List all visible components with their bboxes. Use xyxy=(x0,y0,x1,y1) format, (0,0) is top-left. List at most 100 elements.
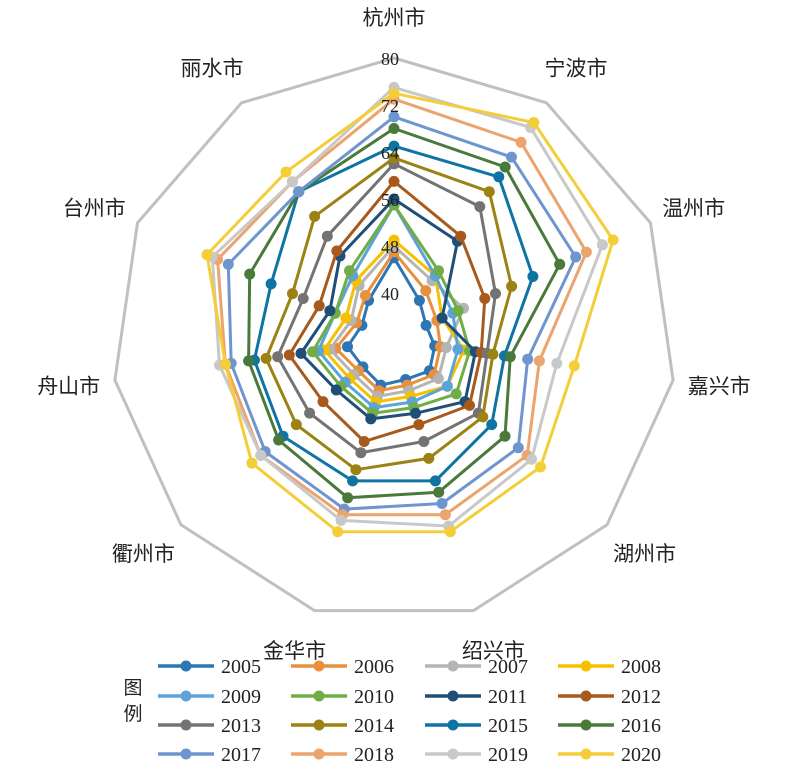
data-point-2012-9 xyxy=(313,300,325,312)
data-point-2010-4 xyxy=(450,388,462,400)
legend-marker-2011 xyxy=(447,690,459,702)
data-point-2018-5 xyxy=(439,509,451,521)
data-point-2014-2 xyxy=(506,280,518,292)
data-point-2008-0 xyxy=(388,234,400,246)
legend-item-2020: 2020 xyxy=(558,744,661,766)
data-point-2016-5 xyxy=(433,486,445,498)
data-point-2010-2 xyxy=(452,305,464,317)
data-point-2011-2 xyxy=(436,312,448,324)
legend-marker-2015 xyxy=(447,719,459,731)
data-point-2019-10 xyxy=(286,176,298,188)
data-point-2013-6 xyxy=(355,447,367,459)
series-2014 xyxy=(260,152,518,476)
data-point-2016-2 xyxy=(554,258,566,270)
data-point-2012-1 xyxy=(455,230,467,242)
data-point-2011-9 xyxy=(324,305,336,317)
legend-label-2011: 2011 xyxy=(488,686,527,708)
data-point-2016-0 xyxy=(388,123,400,134)
data-point-2012-0 xyxy=(388,175,400,187)
legend-marker-2014 xyxy=(313,719,325,731)
series-line-2010 xyxy=(311,203,472,415)
tick-label-56: 56 xyxy=(381,190,399,210)
data-point-2020-3 xyxy=(568,360,580,372)
legend-title: 图例 xyxy=(123,677,142,725)
data-point-2015-5 xyxy=(429,475,441,487)
data-point-2015-1 xyxy=(493,171,505,183)
data-point-2013-5 xyxy=(418,436,430,447)
data-point-2016-4 xyxy=(499,430,511,442)
legend-label-2019: 2019 xyxy=(488,744,528,766)
data-point-2017-2 xyxy=(570,251,582,263)
data-point-2007-4 xyxy=(432,373,444,384)
axis-label-1: 宁波市 xyxy=(545,57,608,81)
legend: 图例 2005 2006 2007 2008 2009 2010 2011 2012 2013 2… xyxy=(123,656,661,766)
legend-item-2005: 2005 xyxy=(158,656,261,678)
data-point-2014-4 xyxy=(477,411,489,423)
data-point-2019-2 xyxy=(596,239,608,251)
series-line-2007 xyxy=(328,244,465,398)
legend-item-2008: 2008 xyxy=(558,656,661,678)
data-point-2010-1 xyxy=(433,265,444,277)
legend-item-2012: 2012 xyxy=(558,686,661,708)
data-point-2013-7 xyxy=(304,407,316,419)
data-point-2011-7 xyxy=(330,384,342,396)
series-line-2017 xyxy=(226,115,578,511)
data-point-2014-3 xyxy=(487,348,499,360)
series-line-2012 xyxy=(287,179,487,443)
data-point-2018-3 xyxy=(533,355,545,367)
axis-label-4: 湖州市 xyxy=(613,542,676,566)
data-point-2017-4 xyxy=(512,442,524,454)
data-point-2013-2 xyxy=(490,288,501,300)
data-point-2018-2 xyxy=(580,246,592,258)
data-point-2020-10 xyxy=(280,166,292,178)
data-point-2010-8 xyxy=(307,346,319,358)
axis-label-6: 金华市 xyxy=(263,639,326,663)
data-point-2016-6 xyxy=(342,492,354,504)
legend-marker-2010 xyxy=(313,690,325,702)
data-point-2012-5 xyxy=(413,419,425,431)
data-point-2014-10 xyxy=(309,210,321,222)
legend-label-2009: 2009 xyxy=(221,686,261,708)
data-point-2017-1 xyxy=(506,151,517,163)
data-point-2017-3 xyxy=(522,353,534,365)
series-line-2015 xyxy=(252,144,535,483)
axis-label-0: 杭州市 xyxy=(363,6,426,30)
series-line-2020 xyxy=(205,91,615,534)
data-point-2005-8 xyxy=(342,341,353,353)
data-point-2017-10 xyxy=(293,186,305,198)
data-point-2014-5 xyxy=(423,452,435,464)
data-point-2006-1 xyxy=(420,285,432,297)
legend-title-char: 例 xyxy=(123,703,142,725)
data-point-2015-0 xyxy=(388,140,400,152)
legend-marker-2008 xyxy=(580,660,592,672)
legend-label-2012: 2012 xyxy=(621,686,661,708)
series-line-2013 xyxy=(276,162,497,455)
data-point-2012-2 xyxy=(479,293,491,304)
legend-marker-2012 xyxy=(580,690,592,702)
legend-marker-2013 xyxy=(180,719,192,731)
data-point-2012-10 xyxy=(331,245,343,257)
data-point-2012-8 xyxy=(283,349,295,361)
data-point-2020-2 xyxy=(607,234,619,246)
data-point-2016-8 xyxy=(243,355,255,367)
data-point-2012-7 xyxy=(317,396,329,408)
data-point-2016-7 xyxy=(273,434,285,446)
data-point-2014-6 xyxy=(350,464,362,476)
legend-item-2015: 2015 xyxy=(425,715,528,737)
tick-label-40: 40 xyxy=(381,284,399,304)
data-point-2020-4 xyxy=(535,461,546,473)
tick-label-48: 48 xyxy=(381,237,399,257)
data-point-2013-9 xyxy=(297,293,309,304)
data-point-2007-3 xyxy=(440,342,452,353)
legend-item-2013: 2013 xyxy=(158,715,261,737)
series-line-2008 xyxy=(322,238,466,404)
data-point-2020-5 xyxy=(444,526,456,538)
legend-label-2006: 2006 xyxy=(354,656,394,678)
data-point-2009-4 xyxy=(441,380,453,392)
series-line-2019 xyxy=(210,85,604,528)
data-point-2018-1 xyxy=(515,136,527,148)
tick-label-80: 80 xyxy=(381,49,399,69)
legend-item-2006: 2006 xyxy=(291,656,394,678)
